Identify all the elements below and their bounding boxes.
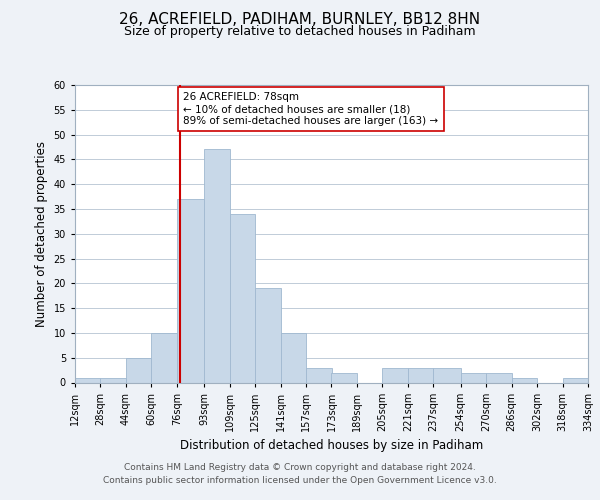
Bar [563, 378, 588, 382]
Bar [306, 368, 331, 382]
Bar [126, 358, 151, 382]
Text: Size of property relative to detached houses in Padiham: Size of property relative to detached ho… [124, 25, 476, 38]
Bar [151, 333, 177, 382]
Text: 26 ACREFIELD: 78sqm
← 10% of detached houses are smaller (18)
89% of semi-detach: 26 ACREFIELD: 78sqm ← 10% of detached ho… [184, 92, 439, 126]
X-axis label: Distribution of detached houses by size in Padiham: Distribution of detached houses by size … [180, 439, 483, 452]
Bar [100, 378, 126, 382]
Bar [204, 150, 230, 382]
Bar [331, 372, 357, 382]
Bar [281, 333, 306, 382]
Bar [408, 368, 433, 382]
Bar [177, 199, 204, 382]
Bar [433, 368, 461, 382]
Text: Contains HM Land Registry data © Crown copyright and database right 2024.: Contains HM Land Registry data © Crown c… [124, 464, 476, 472]
Text: 26, ACREFIELD, PADIHAM, BURNLEY, BB12 8HN: 26, ACREFIELD, PADIHAM, BURNLEY, BB12 8H… [119, 12, 481, 28]
Bar [461, 372, 486, 382]
Text: Contains public sector information licensed under the Open Government Licence v3: Contains public sector information licen… [103, 476, 497, 485]
Bar [486, 372, 512, 382]
Bar [75, 378, 100, 382]
Bar [512, 378, 537, 382]
Y-axis label: Number of detached properties: Number of detached properties [35, 141, 48, 327]
Bar [255, 288, 281, 382]
Bar [230, 214, 255, 382]
Bar [382, 368, 408, 382]
